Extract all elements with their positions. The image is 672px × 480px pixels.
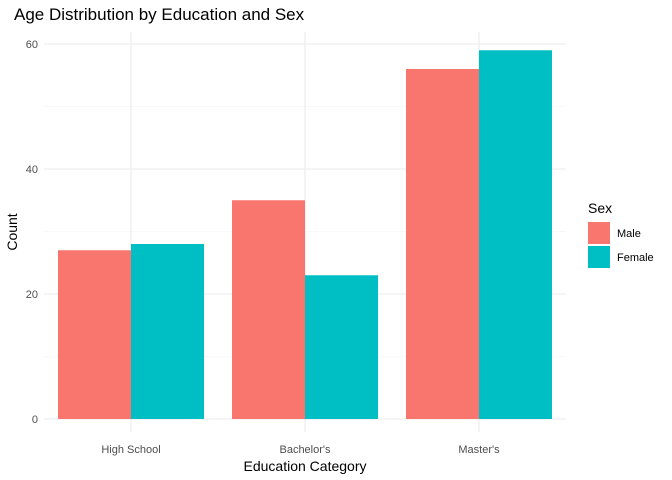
chart-title: Age Distribution by Education and Sex bbox=[14, 5, 305, 24]
bar-male-3 bbox=[406, 69, 479, 419]
y-tick-label: 60 bbox=[26, 39, 38, 51]
legend: Sex Male Female bbox=[588, 200, 654, 268]
x-axis-ticks: High School Bachelor's Master's bbox=[101, 444, 500, 456]
x-tick-label: Master's bbox=[458, 444, 500, 456]
legend-title: Sex bbox=[588, 200, 612, 216]
y-tick-label: 20 bbox=[26, 289, 38, 301]
bars bbox=[58, 50, 552, 419]
legend-key-male bbox=[588, 222, 610, 244]
legend-label-female: Female bbox=[617, 252, 654, 264]
bar-female-3 bbox=[479, 50, 552, 419]
x-tick-label: Bachelor's bbox=[279, 444, 331, 456]
y-tick-label: 0 bbox=[32, 414, 38, 426]
bar-female-1 bbox=[131, 244, 204, 419]
y-axis-title: Count bbox=[4, 213, 20, 250]
bar-male-1 bbox=[58, 250, 131, 419]
legend-key-female bbox=[588, 246, 610, 268]
y-tick-label: 40 bbox=[26, 164, 38, 176]
bar-male-2 bbox=[232, 200, 305, 419]
x-axis-title: Education Category bbox=[244, 458, 367, 474]
y-axis-ticks: 0 20 40 60 bbox=[26, 39, 38, 426]
legend-label-male: Male bbox=[617, 228, 641, 240]
x-tick-label: High School bbox=[101, 444, 160, 456]
bar-female-2 bbox=[305, 275, 378, 419]
